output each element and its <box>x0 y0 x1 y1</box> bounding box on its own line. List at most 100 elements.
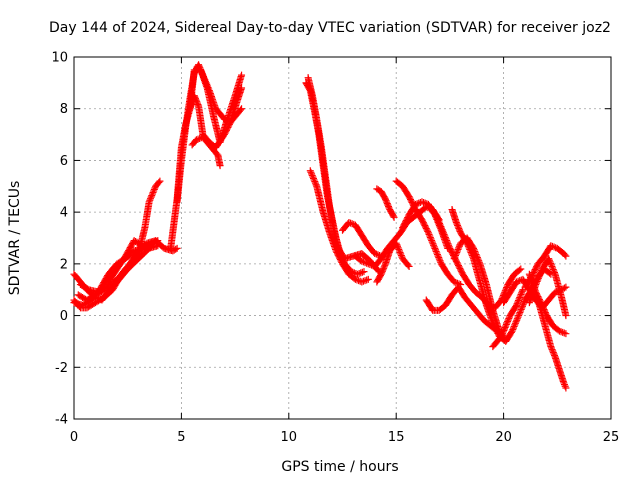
data-point-marker <box>431 244 439 252</box>
data-point-marker <box>505 315 513 323</box>
data-point-marker <box>436 257 444 265</box>
data-point-marker <box>475 257 483 265</box>
data-point-marker <box>441 233 449 241</box>
data-point-marker <box>358 257 366 265</box>
data-point-marker <box>146 196 154 204</box>
data-point-marker <box>361 277 369 285</box>
data-point-marker <box>150 185 158 193</box>
data-point-marker <box>192 136 200 144</box>
data-point-marker <box>306 167 314 175</box>
data-point-marker <box>561 251 569 259</box>
data-point-marker <box>536 271 544 279</box>
data-point-marker <box>455 244 463 252</box>
data-point-marker <box>378 267 386 275</box>
data-point-marker <box>427 235 435 243</box>
data-point-marker <box>413 200 421 208</box>
data-point-marker <box>372 250 380 258</box>
data-point-marker <box>379 266 387 274</box>
data-point-marker <box>390 213 398 221</box>
data-point-marker <box>385 203 393 211</box>
data-point-marker <box>311 179 319 187</box>
data-point-marker <box>474 255 482 263</box>
data-point-marker <box>498 331 506 339</box>
data-point-marker <box>358 278 366 286</box>
data-point-marker <box>397 252 405 260</box>
data-point-marker <box>515 310 523 318</box>
data-point-marker <box>415 199 423 207</box>
data-point-marker <box>438 226 446 234</box>
data-point-marker <box>355 270 363 278</box>
data-point-marker <box>418 198 426 206</box>
data-point-marker <box>439 227 447 235</box>
data-point-marker <box>150 187 158 195</box>
data-point-marker <box>445 243 453 251</box>
data-point-marker <box>194 135 202 143</box>
data-point-marker <box>428 237 436 245</box>
data-point-marker <box>504 316 512 324</box>
data-point-marker <box>434 215 442 223</box>
data-point-marker <box>363 259 371 267</box>
data-point-marker <box>310 175 318 183</box>
data-point-marker <box>509 326 517 334</box>
data-point-marker <box>562 384 570 392</box>
data-point-marker <box>445 241 453 249</box>
data-point-marker <box>353 276 361 284</box>
data-point-marker <box>312 181 320 189</box>
x-tick-label: 5 <box>177 430 185 445</box>
data-point-marker <box>549 266 557 274</box>
data-point-marker <box>546 258 554 266</box>
data-point-marker <box>547 259 555 267</box>
data-point-marker <box>435 218 443 226</box>
data-point-marker <box>548 262 556 270</box>
data-point-marker <box>508 327 516 335</box>
data-point-marker <box>513 300 521 308</box>
data-point-marker <box>515 312 523 320</box>
data-point-marker <box>443 238 451 246</box>
data-point-marker <box>510 322 518 330</box>
data-point-marker <box>358 268 366 276</box>
data-point-marker <box>539 304 547 312</box>
data-point-marker <box>504 317 512 325</box>
data-point-marker <box>503 319 511 327</box>
data-point-marker <box>435 254 443 262</box>
data-point-marker <box>345 218 353 226</box>
data-point-marker <box>518 289 526 297</box>
data-point-marker <box>513 316 521 324</box>
data-point-marker <box>555 327 563 335</box>
data-point-marker <box>389 212 397 220</box>
data-point-marker <box>359 277 367 285</box>
data-point-marker <box>395 247 403 255</box>
data-point-marker <box>541 309 549 317</box>
data-point-marker <box>430 243 438 251</box>
data-point-marker <box>147 193 155 201</box>
data-point-marker <box>371 250 379 258</box>
data-point-marker <box>517 290 525 298</box>
data-point-marker <box>470 246 478 254</box>
data-point-marker <box>193 98 201 106</box>
data-point-marker <box>516 292 524 300</box>
data-point-marker <box>311 178 319 186</box>
data-point-marker <box>426 232 434 240</box>
data-point-marker <box>433 249 441 257</box>
data-point-marker <box>173 244 181 252</box>
data-point-marker <box>557 328 565 336</box>
data-point-marker <box>405 262 413 270</box>
chart-title: Day 144 of 2024, Sidereal Day-to-day VTE… <box>49 20 611 36</box>
data-point-marker <box>443 237 451 245</box>
data-point-marker <box>515 266 523 274</box>
data-point-marker <box>148 190 156 198</box>
data-point-marker <box>518 304 526 312</box>
data-point-marker <box>497 332 505 340</box>
data-point-marker <box>451 253 459 261</box>
data-point-marker <box>536 270 544 278</box>
data-points <box>70 61 570 392</box>
data-point-marker <box>194 101 202 109</box>
y-tick-label: 6 <box>60 154 68 169</box>
data-point-marker <box>560 381 568 389</box>
data-point-marker <box>499 328 507 336</box>
data-point-marker <box>404 261 412 269</box>
data-point-marker <box>560 329 568 337</box>
x-tick-label: 15 <box>388 430 405 445</box>
data-point-marker <box>424 229 432 237</box>
data-point-marker <box>517 307 525 315</box>
